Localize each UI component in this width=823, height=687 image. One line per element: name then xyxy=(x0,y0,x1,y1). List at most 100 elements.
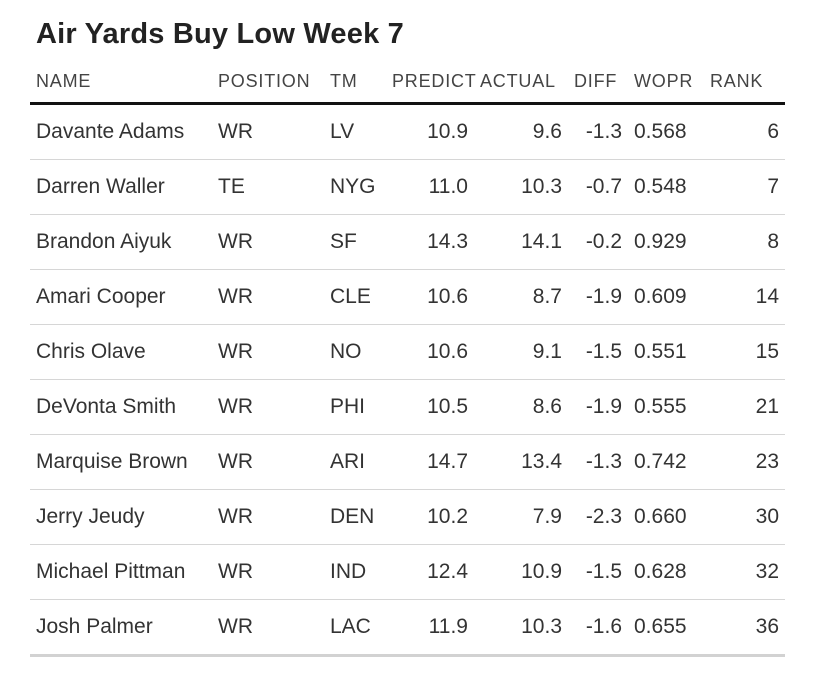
cell-diff: -0.2 xyxy=(568,214,628,270)
cell-name: Brandon Aiyuk xyxy=(30,214,212,270)
cell-diff: -1.3 xyxy=(568,434,628,490)
table-row: DeVonta Smith WR PHI 10.5 8.6 -1.9 0.555 21 xyxy=(30,379,785,435)
table-row: Amari Cooper WR CLE 10.6 8.7 -1.9 0.609 14 xyxy=(30,269,785,325)
cell-predict: 11.9 xyxy=(386,599,474,657)
cell-name: Darren Waller xyxy=(30,159,212,215)
cell-predict: 12.4 xyxy=(386,544,474,600)
cell-diff: -1.5 xyxy=(568,324,628,380)
cell-wopr: 0.742 xyxy=(628,434,704,490)
cell-position: WR xyxy=(212,324,324,380)
cell-diff: -1.9 xyxy=(568,269,628,325)
cell-team: LAC xyxy=(324,599,386,657)
cell-diff: -1.9 xyxy=(568,379,628,435)
table-row: Michael Pittman WR IND 12.4 10.9 -1.5 0.628 32 xyxy=(30,544,785,600)
table-row: Josh Palmer WR LAC 11.9 10.3 -1.6 0.655 36 xyxy=(30,599,785,657)
table-body: Davante Adams WR LV 10.9 9.6 -1.3 0.568 6 Darren… xyxy=(30,103,785,657)
table-row: Chris Olave WR NO 10.6 9.1 -1.5 0.551 15 xyxy=(30,324,785,380)
header-row: NAME POSITION TM PREDICT ACTUAL DIFF WOPR RANK xyxy=(30,60,785,105)
column-header-predict: PREDICT xyxy=(386,60,476,105)
cell-position: WR xyxy=(212,544,324,600)
cell-actual: 10.3 xyxy=(474,159,568,215)
cell-rank: 21 xyxy=(704,379,785,435)
cell-name: Josh Palmer xyxy=(30,599,212,657)
table-row: Brandon Aiyuk WR SF 14.3 14.1 -0.2 0.929 8 xyxy=(30,214,785,270)
cell-name: Amari Cooper xyxy=(30,269,212,325)
cell-wopr: 0.551 xyxy=(628,324,704,380)
cell-rank: 8 xyxy=(704,214,785,270)
column-header-rank: RANK xyxy=(704,60,785,105)
table-row: Davante Adams WR LV 10.9 9.6 -1.3 0.568 6 xyxy=(30,103,785,160)
column-header-actual: ACTUAL xyxy=(474,60,568,105)
cell-wopr: 0.660 xyxy=(628,489,704,545)
cell-team: SF xyxy=(324,214,386,270)
cell-team: IND xyxy=(324,544,386,600)
cell-rank: 7 xyxy=(704,159,785,215)
cell-name: DeVonta Smith xyxy=(30,379,212,435)
cell-rank: 36 xyxy=(704,599,785,657)
column-header-position: POSITION xyxy=(212,60,324,105)
cell-predict: 10.5 xyxy=(386,379,474,435)
column-header-name: NAME xyxy=(30,60,212,105)
table-row: Darren Waller TE NYG 11.0 10.3 -0.7 0.548 7 xyxy=(30,159,785,215)
cell-rank: 23 xyxy=(704,434,785,490)
cell-actual: 9.6 xyxy=(474,103,568,160)
cell-rank: 32 xyxy=(704,544,785,600)
cell-predict: 10.6 xyxy=(386,269,474,325)
cell-position: WR xyxy=(212,103,324,160)
cell-position: WR xyxy=(212,214,324,270)
table-title: Air Yards Buy Low Week 7 xyxy=(36,18,404,50)
cell-diff: -1.5 xyxy=(568,544,628,600)
cell-rank: 30 xyxy=(704,489,785,545)
cell-name: Marquise Brown xyxy=(30,434,212,490)
cell-rank: 15 xyxy=(704,324,785,380)
column-header-diff: DIFF xyxy=(568,60,628,105)
cell-diff: -0.7 xyxy=(568,159,628,215)
cell-position: WR xyxy=(212,489,324,545)
cell-position: TE xyxy=(212,159,324,215)
cell-team: LV xyxy=(324,103,386,160)
cell-actual: 7.9 xyxy=(474,489,568,545)
cell-wopr: 0.548 xyxy=(628,159,704,215)
cell-name: Chris Olave xyxy=(30,324,212,380)
cell-name: Jerry Jeudy xyxy=(30,489,212,545)
cell-wopr: 0.568 xyxy=(628,103,704,160)
cell-actual: 14.1 xyxy=(474,214,568,270)
table-row: Jerry Jeudy WR DEN 10.2 7.9 -2.3 0.660 30 xyxy=(30,489,785,545)
cell-rank: 14 xyxy=(704,269,785,325)
cell-rank: 6 xyxy=(704,103,785,160)
cell-wopr: 0.555 xyxy=(628,379,704,435)
cell-wopr: 0.929 xyxy=(628,214,704,270)
cell-name: Michael Pittman xyxy=(30,544,212,600)
cell-diff: -1.3 xyxy=(568,103,628,160)
cell-predict: 14.3 xyxy=(386,214,474,270)
cell-predict: 10.2 xyxy=(386,489,474,545)
cell-predict: 14.7 xyxy=(386,434,474,490)
cell-actual: 8.7 xyxy=(474,269,568,325)
cell-diff: -1.6 xyxy=(568,599,628,657)
cell-team: CLE xyxy=(324,269,386,325)
cell-position: WR xyxy=(212,379,324,435)
cell-wopr: 0.628 xyxy=(628,544,704,600)
cell-team: NYG xyxy=(324,159,386,215)
cell-wopr: 0.609 xyxy=(628,269,704,325)
cell-team: NO xyxy=(324,324,386,380)
cell-diff: -2.3 xyxy=(568,489,628,545)
cell-predict: 10.6 xyxy=(386,324,474,380)
cell-actual: 9.1 xyxy=(474,324,568,380)
cell-team: ARI xyxy=(324,434,386,490)
cell-actual: 8.6 xyxy=(474,379,568,435)
cell-position: WR xyxy=(212,434,324,490)
column-header-team: TM xyxy=(324,60,386,105)
cell-position: WR xyxy=(212,269,324,325)
cell-actual: 10.3 xyxy=(474,599,568,657)
cell-wopr: 0.655 xyxy=(628,599,704,657)
column-header-wopr: WOPR xyxy=(628,60,704,105)
cell-team: PHI xyxy=(324,379,386,435)
data-table: NAME POSITION TM PREDICT ACTUAL DIFF WOPR RANK … xyxy=(30,60,785,657)
table-row: Marquise Brown WR ARI 14.7 13.4 -1.3 0.742 23 xyxy=(30,434,785,490)
cell-actual: 13.4 xyxy=(474,434,568,490)
cell-name: Davante Adams xyxy=(30,103,212,160)
cell-position: WR xyxy=(212,599,324,657)
cell-predict: 10.9 xyxy=(386,103,474,160)
cell-team: DEN xyxy=(324,489,386,545)
